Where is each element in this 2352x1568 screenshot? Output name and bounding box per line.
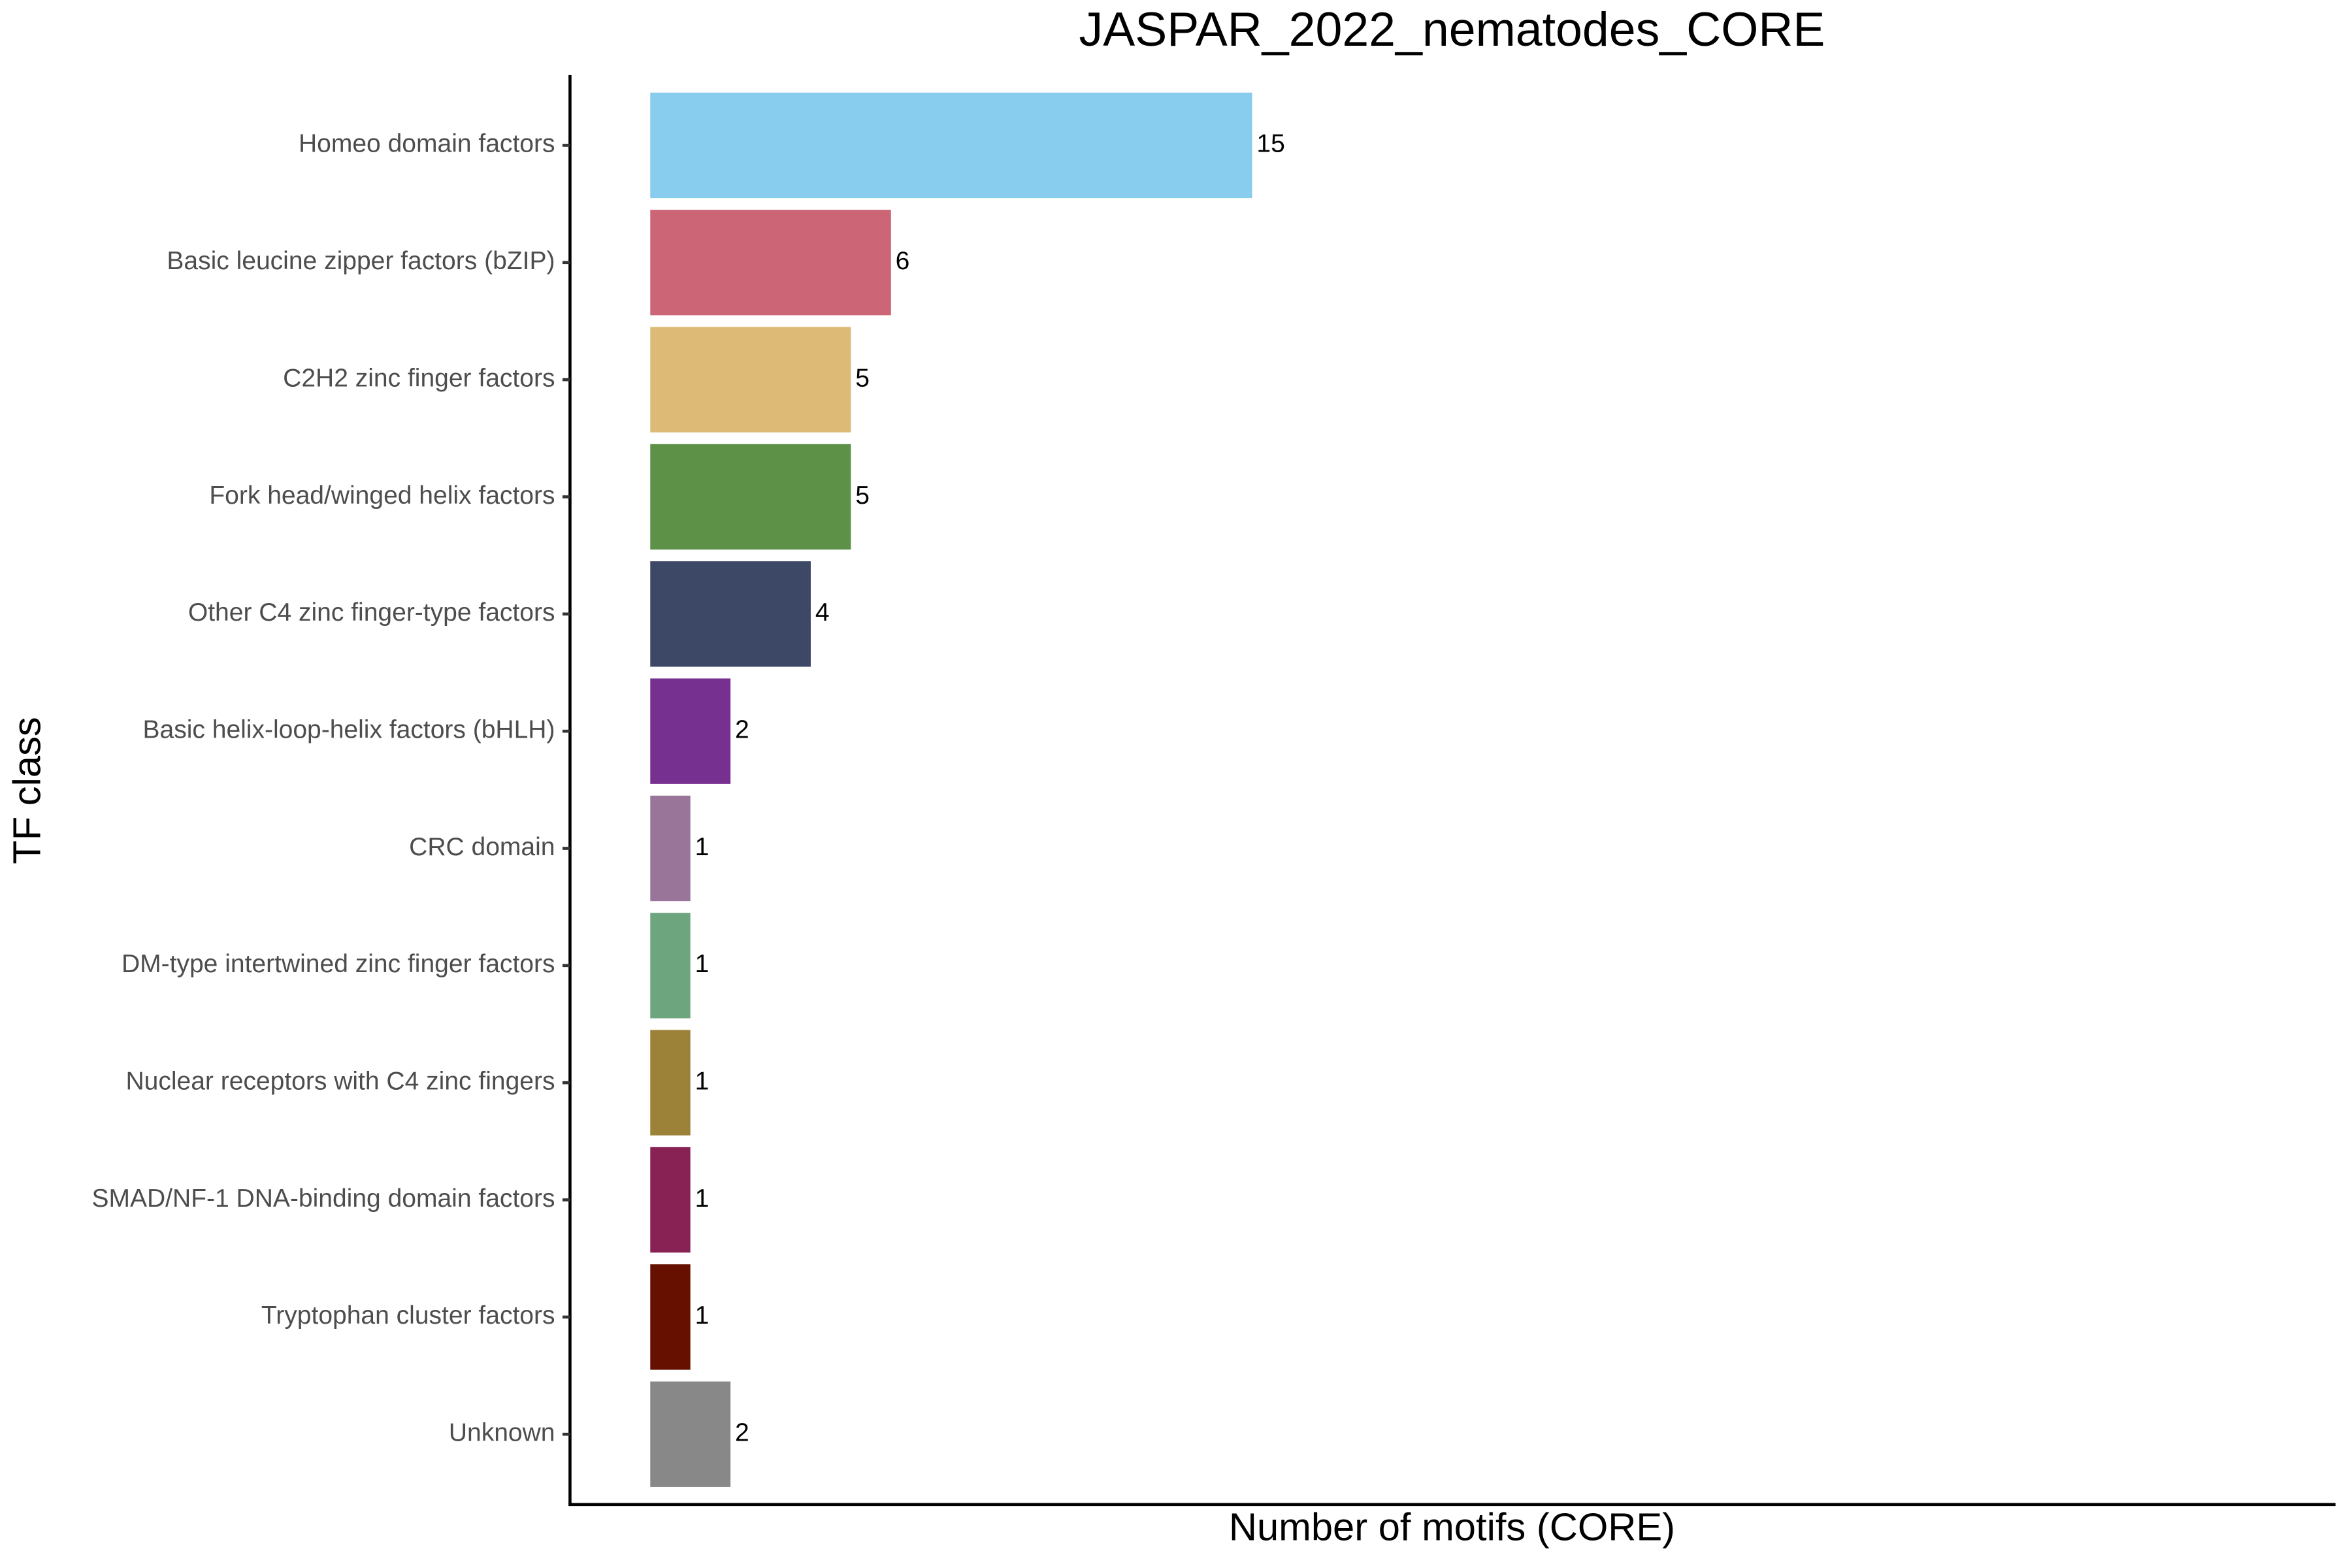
value-label: 1 bbox=[695, 1068, 710, 1096]
y-tick-label: Nuclear receptors with C4 zinc fingers bbox=[125, 1068, 555, 1096]
value-label: 5 bbox=[855, 364, 870, 392]
value-label: 4 bbox=[815, 598, 830, 627]
y-tick-label: Fork head/winged helix factors bbox=[209, 482, 555, 510]
value-label: 15 bbox=[1256, 130, 1284, 158]
bar bbox=[650, 444, 851, 550]
y-tick-label: Other C4 zinc finger-type factors bbox=[188, 598, 555, 627]
y-tick-label: Basic helix-loop-helix factors (bHLH) bbox=[143, 715, 555, 743]
chart-title: JASPAR_2022_nematodes_CORE bbox=[1079, 2, 1825, 56]
value-label: 2 bbox=[735, 715, 749, 743]
y-tick-label: Basic leucine zipper factors (bZIP) bbox=[167, 247, 555, 275]
value-label: 5 bbox=[855, 482, 870, 510]
bar bbox=[650, 92, 1252, 199]
y-tick-label: C2H2 zinc finger factors bbox=[283, 364, 555, 392]
value-label: 6 bbox=[896, 247, 910, 275]
y-tick-label: CRC domain bbox=[409, 833, 555, 861]
y-tick-label: Unknown bbox=[449, 1419, 555, 1447]
bar bbox=[650, 795, 691, 902]
y-tick-label: Homeo domain factors bbox=[299, 130, 555, 158]
y-tick-label: SMAD/NF-1 DNA-binding domain factors bbox=[91, 1184, 555, 1213]
x-axis-title: Number of motifs (CORE) bbox=[1229, 1505, 1675, 1549]
bar bbox=[650, 1264, 691, 1370]
value-label: 2 bbox=[735, 1419, 749, 1447]
bar bbox=[650, 1147, 691, 1253]
bar bbox=[650, 210, 891, 316]
bar bbox=[650, 561, 811, 667]
value-label: 1 bbox=[695, 1184, 710, 1213]
bar bbox=[650, 678, 731, 784]
value-label: 1 bbox=[695, 1301, 710, 1330]
value-label: 1 bbox=[695, 950, 710, 978]
y-tick-label: Tryptophan cluster factors bbox=[261, 1301, 555, 1330]
value-label: 1 bbox=[695, 833, 710, 861]
bar bbox=[650, 1381, 731, 1487]
y-tick-label: DM-type intertwined zinc finger factors bbox=[122, 950, 555, 978]
bar bbox=[650, 913, 691, 1019]
bar bbox=[650, 327, 851, 433]
y-axis-title: TF class bbox=[5, 717, 49, 864]
bar bbox=[650, 1030, 691, 1135]
